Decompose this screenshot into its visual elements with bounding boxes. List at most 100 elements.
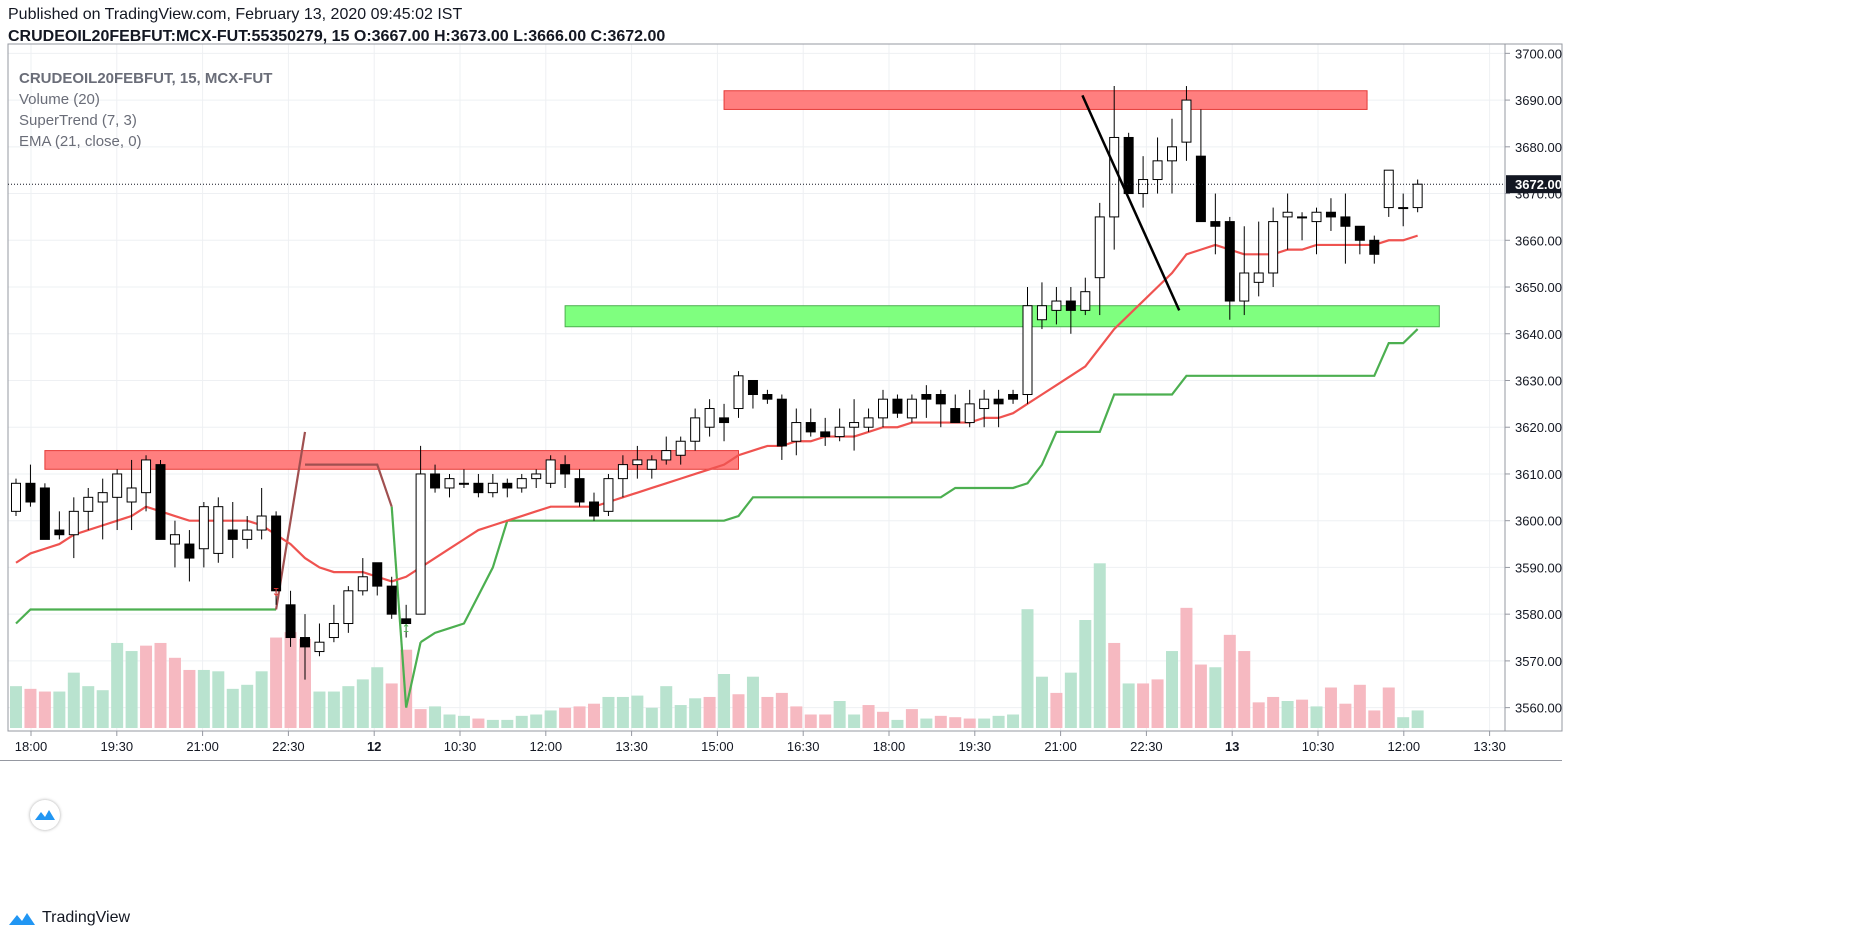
x-tick-label: 19:30 bbox=[101, 739, 134, 754]
candle-body bbox=[704, 408, 715, 428]
volume-bar bbox=[530, 714, 543, 728]
candle-body bbox=[646, 459, 657, 470]
ohlc-line: CRUDEOIL20FEBFUT:MCX-FUT:55350279, 15 O:… bbox=[8, 28, 665, 46]
volume-bar bbox=[385, 683, 398, 728]
y-tick-label: 3560.00 bbox=[1515, 701, 1562, 716]
volume-bar bbox=[371, 667, 384, 728]
volume-bar bbox=[1007, 714, 1020, 728]
footer-brand: TradingView bbox=[42, 909, 131, 926]
volume-bar bbox=[1122, 683, 1135, 728]
high-value: 3673.00 bbox=[450, 28, 509, 45]
y-tick-label: 3630.00 bbox=[1515, 373, 1562, 388]
candle-body bbox=[386, 585, 397, 615]
volume-bar bbox=[718, 674, 731, 728]
legend-supertrend[interactable]: SuperTrend (7, 3) bbox=[19, 112, 137, 129]
volume-bar bbox=[472, 718, 485, 728]
volume-bar bbox=[732, 694, 745, 728]
volume-bar bbox=[284, 632, 297, 728]
tradingview-badge-icon[interactable] bbox=[30, 800, 60, 830]
candle-body bbox=[1123, 136, 1134, 195]
volume-bar bbox=[1324, 687, 1337, 728]
candle-body bbox=[560, 464, 571, 475]
y-tick-label: 3620.00 bbox=[1515, 420, 1562, 435]
candle-body bbox=[1224, 221, 1235, 302]
candle-body bbox=[719, 417, 730, 424]
volume-bar bbox=[833, 701, 846, 728]
time-axis-bottom bbox=[0, 760, 1562, 761]
candle-body bbox=[603, 478, 614, 512]
candle-body bbox=[776, 398, 787, 447]
candle-body bbox=[25, 482, 36, 503]
volume-bar bbox=[775, 692, 788, 728]
volume-bar bbox=[746, 676, 759, 728]
volume-bar bbox=[1267, 696, 1280, 728]
candle-body bbox=[169, 534, 180, 545]
candle-body bbox=[1340, 216, 1351, 227]
y-tick-label: 3660.00 bbox=[1515, 233, 1562, 248]
y-tick-label: 3640.00 bbox=[1515, 327, 1562, 342]
volume-bar bbox=[53, 691, 66, 728]
volume-bar bbox=[1180, 607, 1193, 728]
volume-bar bbox=[1108, 642, 1121, 728]
candle-body bbox=[574, 478, 585, 503]
candle-body bbox=[487, 482, 498, 494]
open-value: 3667.00 bbox=[371, 28, 430, 45]
volume-bar bbox=[1411, 710, 1424, 728]
legend-symbol: CRUDEOIL20FEBFUT, 15, MCX-FUT bbox=[19, 70, 273, 87]
candle-body bbox=[906, 398, 917, 419]
candle-body bbox=[1369, 239, 1380, 255]
y-tick-label: 3600.00 bbox=[1515, 514, 1562, 529]
legend-ema[interactable]: EMA (21, close, 0) bbox=[19, 133, 142, 150]
candle-body bbox=[256, 515, 267, 531]
volume-bar bbox=[67, 672, 80, 728]
candle-body bbox=[112, 473, 123, 498]
volume-bar bbox=[501, 719, 514, 728]
volume-bar bbox=[544, 710, 557, 728]
y-tick-label: 3590.00 bbox=[1515, 560, 1562, 575]
x-tick-label: 18:00 bbox=[15, 739, 48, 754]
legend: CRUDEOIL20FEBFUT, 15, MCX-FUT Volume (20… bbox=[19, 68, 272, 152]
supertrend-line bbox=[305, 463, 393, 508]
x-tick-label: 12:00 bbox=[1388, 739, 1421, 754]
volume-bar bbox=[1310, 706, 1323, 728]
last-price-label: 3672.00 bbox=[1515, 177, 1562, 192]
volume-bar bbox=[342, 686, 355, 728]
volume-bar bbox=[761, 696, 774, 728]
candle-body bbox=[213, 506, 224, 554]
y-tick-label: 3650.00 bbox=[1515, 280, 1562, 295]
x-tick-label: 18:00 bbox=[873, 739, 906, 754]
candle-body bbox=[242, 529, 253, 540]
candle-body bbox=[979, 398, 990, 410]
volume-bar bbox=[1397, 717, 1410, 728]
candle-body bbox=[458, 482, 469, 485]
volume-bar bbox=[486, 719, 499, 728]
supertrend-line bbox=[15, 608, 277, 625]
volume-bar bbox=[1194, 664, 1207, 728]
volume-bar bbox=[689, 698, 702, 728]
candle-body bbox=[1412, 183, 1423, 209]
legend-volume[interactable]: Volume (20) bbox=[19, 91, 100, 108]
candle-body bbox=[617, 464, 628, 480]
candle-body bbox=[1138, 179, 1149, 195]
candle-body bbox=[1253, 272, 1264, 283]
candle-body bbox=[343, 590, 354, 625]
volume-bar bbox=[24, 688, 37, 728]
low-label: L: bbox=[513, 28, 529, 45]
symbol-interval: CRUDEOIL20FEBFUT:MCX-FUT:55350279, 15 bbox=[8, 28, 350, 45]
sell-signal-arrow: ↧ bbox=[271, 587, 280, 599]
volume-bar bbox=[877, 711, 889, 728]
candle-body bbox=[285, 604, 296, 639]
volume-bar bbox=[848, 714, 861, 728]
candle-body bbox=[733, 375, 744, 410]
volume-bar bbox=[588, 703, 600, 728]
volume-bar bbox=[1035, 676, 1048, 728]
candle-body bbox=[1268, 221, 1279, 274]
candle-body bbox=[1383, 169, 1394, 209]
candle-body bbox=[950, 408, 961, 424]
volume-bar bbox=[197, 669, 210, 728]
last-price-badge bbox=[1506, 175, 1561, 194]
volume-bar bbox=[631, 695, 644, 728]
candle-body bbox=[271, 515, 282, 592]
candle-body bbox=[415, 473, 426, 615]
